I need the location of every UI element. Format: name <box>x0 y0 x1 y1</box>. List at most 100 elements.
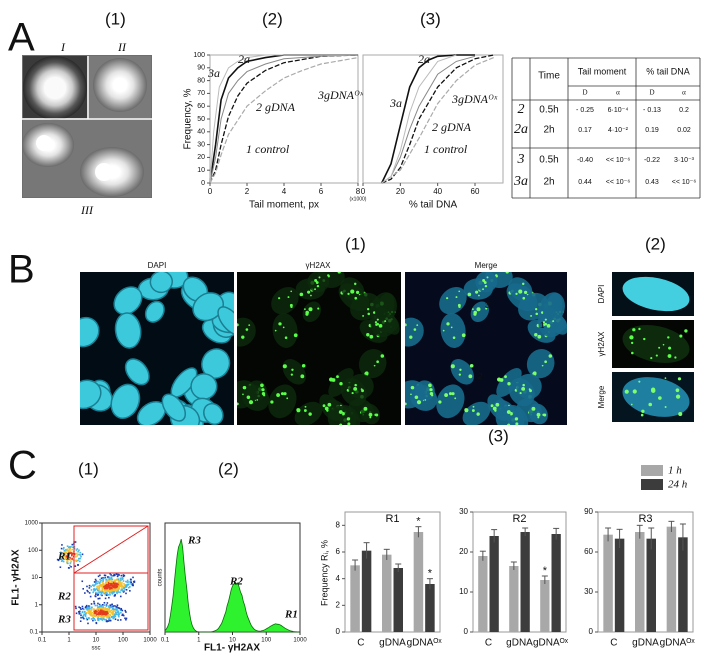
event-dot <box>108 582 111 585</box>
event-dot <box>101 604 104 606</box>
foci <box>643 337 646 341</box>
event-dot <box>69 564 71 567</box>
event-dot <box>74 565 77 567</box>
table-subheader: α <box>616 89 620 97</box>
event-dot <box>104 587 107 589</box>
foci <box>355 290 360 294</box>
event-dot <box>81 607 84 610</box>
event-dot <box>96 582 99 585</box>
event-dot <box>66 554 69 556</box>
event-dot <box>100 618 102 620</box>
event-dot <box>107 579 109 582</box>
event-dot <box>119 609 122 612</box>
event-dot <box>103 604 106 606</box>
event-dot <box>117 581 120 584</box>
table-header: Tail moment <box>578 66 627 76</box>
event-dot <box>105 604 108 606</box>
event-dot <box>121 589 124 592</box>
foci <box>548 354 553 358</box>
event-dot <box>99 608 101 611</box>
foci <box>476 307 481 312</box>
y-tick-label: 90 <box>584 507 593 516</box>
side-label: γH2AX <box>597 331 606 357</box>
event-dot <box>67 551 70 553</box>
event-dot <box>78 606 80 608</box>
event-dot <box>85 617 88 620</box>
event-dot <box>75 552 77 555</box>
y-tick-label: 90 <box>197 65 205 72</box>
event-dot <box>118 580 120 582</box>
foci <box>450 364 455 369</box>
foci <box>327 402 332 407</box>
event-dot <box>109 611 111 613</box>
event-dot <box>99 581 102 583</box>
foci <box>339 382 343 386</box>
event-dot <box>95 588 98 590</box>
event-dot <box>93 600 95 603</box>
event-dot <box>97 593 100 596</box>
event-dot <box>68 548 71 551</box>
event-dot <box>116 589 119 591</box>
event-dot <box>90 585 93 588</box>
line <box>209 54 358 184</box>
event-dot <box>104 597 107 600</box>
foci <box>521 282 525 286</box>
event-dot <box>92 613 95 616</box>
event-dot <box>97 619 100 621</box>
event-dot <box>115 584 118 586</box>
event-dot <box>111 578 114 581</box>
event-dot <box>98 584 101 587</box>
row-id: 2a <box>514 122 528 137</box>
event-dot <box>79 620 82 623</box>
event-dot <box>86 607 88 609</box>
event-dot <box>68 550 71 552</box>
event-dot <box>129 590 131 592</box>
event-dot <box>102 618 105 620</box>
x-axis-label: % tail DNA <box>409 200 458 211</box>
foci <box>278 322 282 326</box>
event-dot <box>83 610 86 613</box>
event-dot <box>108 596 110 599</box>
nucleus <box>462 401 491 425</box>
event-dot <box>107 576 109 578</box>
event-dot <box>101 612 103 614</box>
event-dot <box>101 617 104 619</box>
event-dot <box>93 581 96 583</box>
event-dot <box>88 609 91 612</box>
foci <box>494 409 497 412</box>
foci <box>535 312 539 316</box>
side-label: DAPI <box>597 285 606 304</box>
event-dot <box>100 604 103 607</box>
event-dot <box>75 612 78 615</box>
event-dot <box>113 614 116 617</box>
event-dot <box>101 619 104 621</box>
foci <box>413 328 417 331</box>
nucleus <box>340 277 365 302</box>
foci <box>631 351 634 355</box>
event-dot <box>101 584 104 586</box>
event-dot <box>64 551 66 553</box>
event-dot <box>71 558 73 561</box>
event-dot <box>106 602 109 604</box>
nucleus <box>161 393 187 422</box>
event-dot <box>111 613 114 616</box>
nucleus <box>436 384 465 419</box>
foci <box>299 292 304 297</box>
event-dot <box>98 586 101 589</box>
event-dot <box>64 554 67 556</box>
event-dot <box>116 607 118 610</box>
event-dot <box>123 574 126 577</box>
event-dot <box>60 560 63 562</box>
foci <box>518 289 523 294</box>
foci <box>351 392 354 395</box>
foci <box>429 388 433 392</box>
event-dot <box>90 612 92 614</box>
foci <box>638 380 641 383</box>
event-dot <box>65 557 68 560</box>
event-dot <box>110 591 113 594</box>
event-dot <box>82 616 84 619</box>
event-dot <box>105 587 108 590</box>
event-dot <box>79 607 82 609</box>
event-dot <box>102 612 104 614</box>
event-dot <box>119 581 121 583</box>
